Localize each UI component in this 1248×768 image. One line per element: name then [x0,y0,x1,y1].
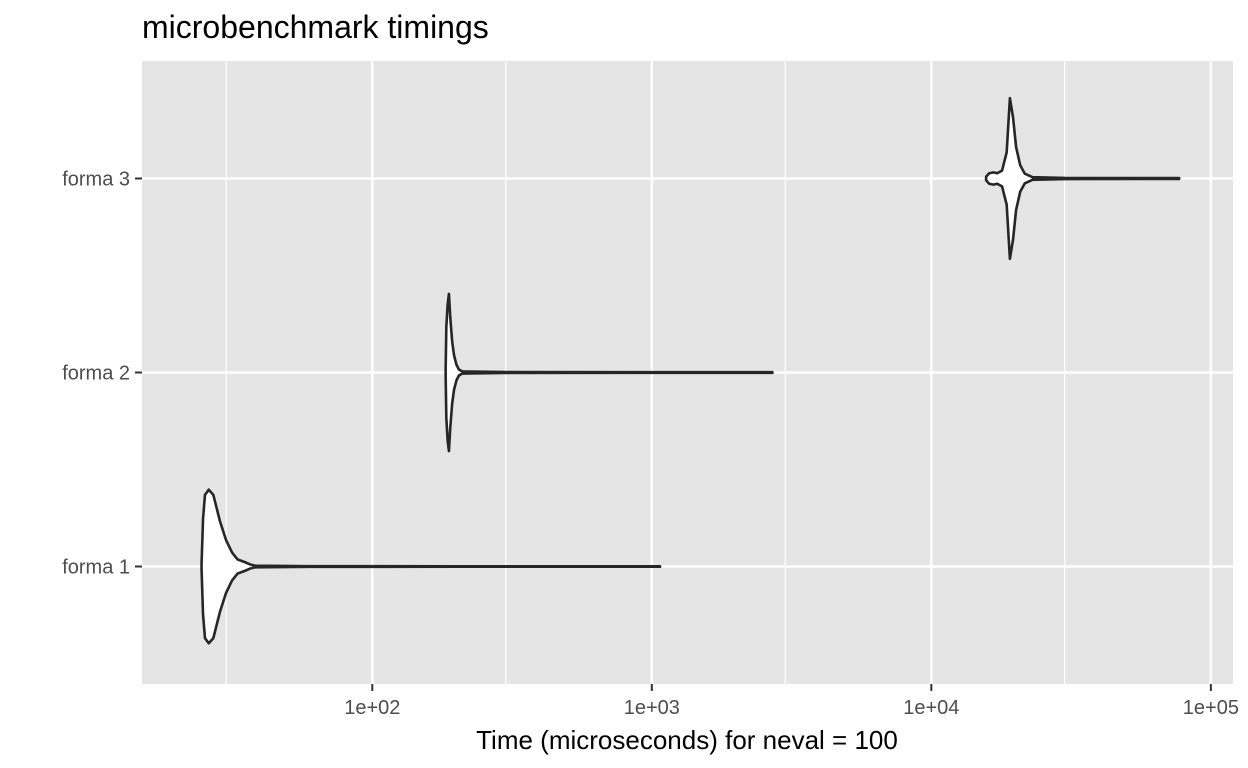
violin-forma-2 [444,292,774,453]
axes: 1e+02 1e+03 1e+04 1e+05 forma 1 forma 2 forma … [62,169,1239,720]
y-tick-label: forma 1 [62,557,130,579]
x-axis-title: Time (microseconds) for neval = 100 [476,725,898,755]
y-tick-label: forma 3 [62,169,130,191]
x-tick-label: 1e+03 [624,697,680,719]
chart-title: microbenchmark timings [142,9,489,45]
x-tick-label: 1e+02 [344,697,400,719]
violin-forma-1 [200,488,662,645]
x-tick-label: 1e+04 [903,697,959,719]
violin-marks [200,96,1181,645]
x-tick-label: 1e+05 [1183,697,1239,719]
y-tick-label: forma 2 [62,363,130,385]
violin-forma-3 [984,96,1181,261]
